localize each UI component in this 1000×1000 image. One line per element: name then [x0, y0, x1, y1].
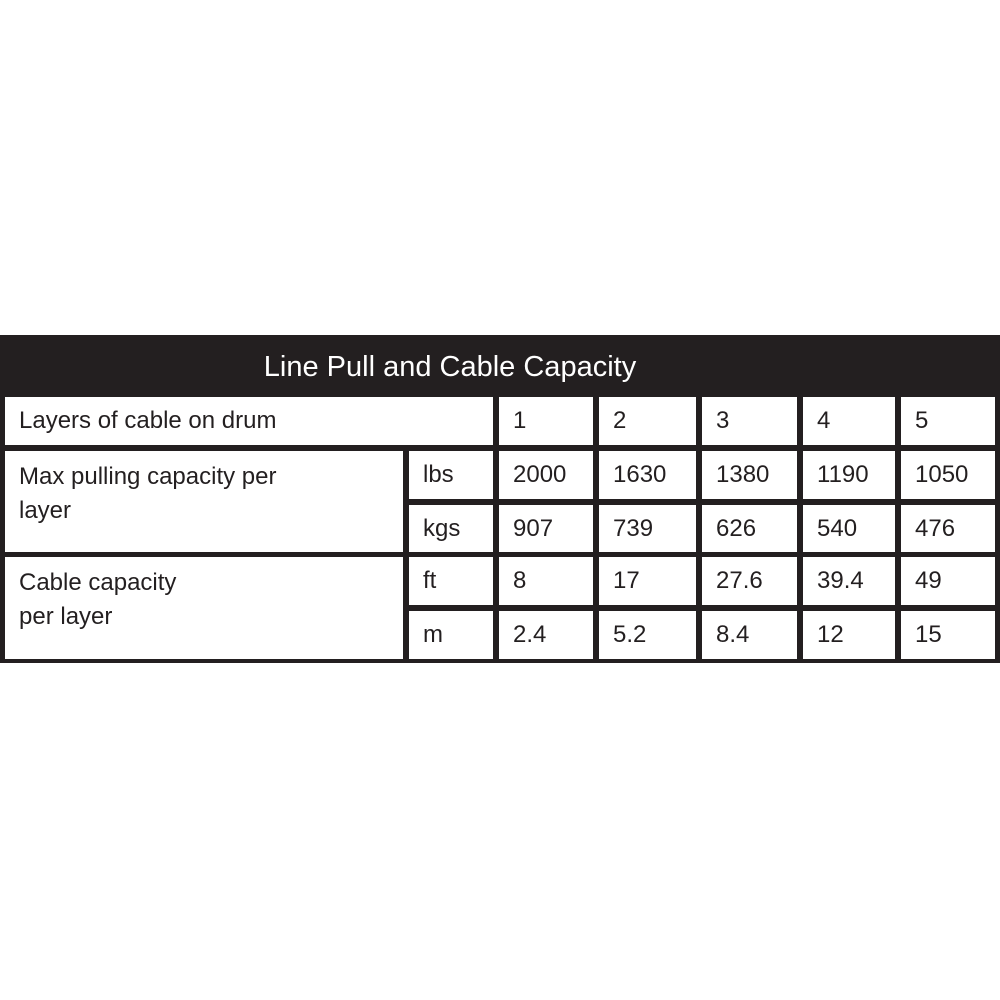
group-label-cable-capacity: Cable capacity per layer [5, 557, 403, 659]
value-cell: 540 [803, 505, 895, 552]
value-cell: 15 [901, 611, 995, 659]
capacity-table: Line Pull and Cable Capacity Layers of c… [0, 335, 1000, 663]
value-cell: 2.4 [499, 611, 593, 659]
value-cell: 39.4 [803, 557, 895, 605]
layer-header-cell: 4 [803, 397, 895, 445]
value-cell: 1050 [901, 451, 995, 499]
value-cell: 907 [499, 505, 593, 552]
unit-ft: ft [409, 557, 493, 605]
value-cell: 739 [599, 505, 696, 552]
value-cell: 1630 [599, 451, 696, 499]
header-label: Layers of cable on drum [5, 397, 493, 445]
value-cell: 626 [702, 505, 797, 552]
unit-kgs: kgs [409, 505, 493, 552]
value-cell: 476 [901, 505, 995, 552]
value-cell: 1190 [803, 451, 895, 499]
value-cell: 49 [901, 557, 995, 605]
value-cell: 12 [803, 611, 895, 659]
layer-header-cell: 3 [702, 397, 797, 445]
layer-header-cell: 2 [599, 397, 696, 445]
layer-header-cell: 5 [901, 397, 995, 445]
unit-m: m [409, 611, 493, 659]
value-cell: 17 [599, 557, 696, 605]
value-cell: 8 [499, 557, 593, 605]
layer-header-cell: 1 [499, 397, 593, 445]
value-cell: 5.2 [599, 611, 696, 659]
table-title: Line Pull and Cable Capacity [263, 351, 637, 383]
value-cell: 1380 [702, 451, 797, 499]
unit-lbs: lbs [409, 451, 493, 499]
value-cell: 2000 [499, 451, 593, 499]
value-cell: 27.6 [702, 557, 797, 605]
group-label-max-pulling: Max pulling capacity per layer [5, 451, 403, 552]
value-cell: 8.4 [702, 611, 797, 659]
